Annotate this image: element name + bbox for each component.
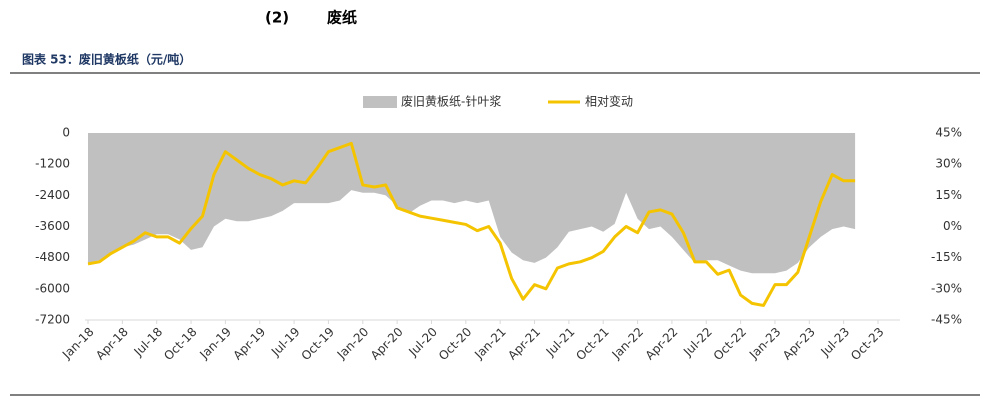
y-tick-label: -7200 [35, 313, 70, 327]
x-tick-label: Jan-23 [746, 325, 784, 363]
legend-swatch [363, 96, 397, 108]
y2-tick-label: 0% [943, 219, 962, 233]
x-tick-label: Jan-22 [609, 325, 647, 363]
y2-tick-label: 45% [935, 126, 962, 140]
x-tick-label: Jan-18 [59, 325, 97, 363]
chart-title: 图表 53：废旧黄板纸（元/吨） [22, 52, 191, 67]
x-tick-label: Jul-22 [680, 325, 715, 360]
x-tick-label: Jan-20 [334, 325, 372, 363]
y-tick-label: -1200 [35, 157, 70, 171]
y-tick-label: 0 [62, 126, 70, 140]
x-tick-label: Apr-23 [780, 325, 818, 363]
x-tick-label: Apr-21 [505, 325, 543, 363]
y-tick-label: -6000 [35, 281, 70, 295]
x-tick-label: Jul-21 [543, 325, 578, 360]
x-tick-label: Jul-20 [405, 325, 440, 360]
x-tick-label: Apr-18 [93, 325, 131, 363]
x-tick-label: Oct-21 [573, 325, 611, 363]
x-tick-label: Jul-23 [818, 325, 853, 360]
legend-label: 相对变动 [585, 94, 633, 109]
x-tick-label: Jul-18 [131, 325, 166, 360]
legend-label: 废旧黄板纸-针叶浆 [401, 94, 501, 109]
y2-tick-label: -15% [931, 250, 962, 264]
section-title: 废纸 [327, 9, 357, 27]
x-tick-label: Oct-20 [436, 325, 474, 363]
y-tick-label: -3600 [35, 219, 70, 233]
x-tick-label: Apr-20 [368, 325, 406, 363]
x-tick-label: Jul-19 [268, 325, 303, 360]
y2-tick-label: 30% [935, 157, 962, 171]
section-number: (2) [265, 9, 289, 27]
y-tick-label: -2400 [35, 188, 70, 202]
area [88, 133, 856, 274]
x-tick-label: Oct-19 [299, 325, 337, 363]
x-tick-label: Jan-19 [196, 325, 234, 363]
x-tick-label: Oct-18 [161, 325, 199, 363]
x-tick-label: Oct-22 [711, 325, 749, 363]
y-tick-label: -4800 [35, 250, 70, 264]
y2-tick-label: -45% [931, 313, 962, 327]
line [87, 141, 856, 307]
x-tick-label: Jan-21 [471, 325, 509, 363]
x-tick-label: Oct-23 [848, 325, 886, 363]
x-tick-label: Apr-19 [230, 325, 268, 363]
x-tick-label: Apr-22 [643, 325, 681, 363]
y2-tick-label: 15% [935, 188, 962, 202]
y2-tick-label: -30% [931, 281, 962, 295]
